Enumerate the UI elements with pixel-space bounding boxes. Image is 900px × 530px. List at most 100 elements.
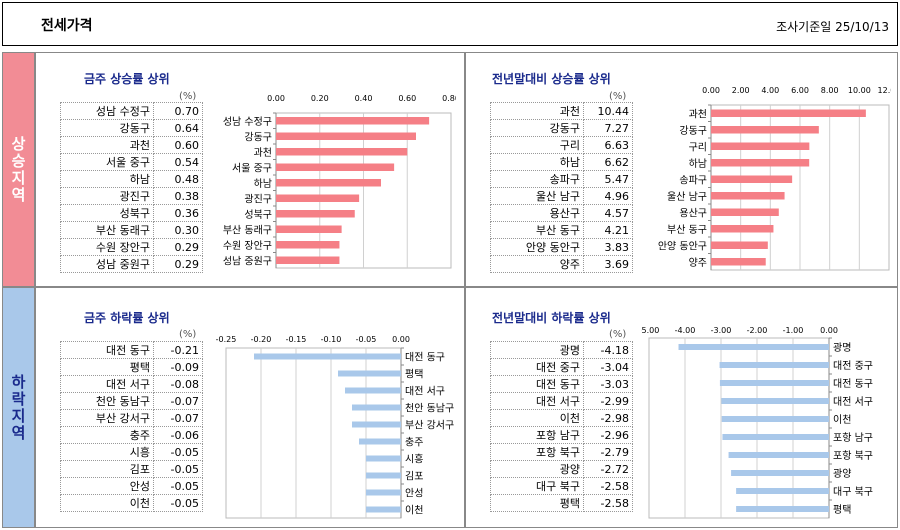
region-name: 대전 중구 (490, 358, 584, 376)
table-row: 광양 -2.72 (490, 460, 633, 478)
category-label: 시흥 (405, 453, 423, 466)
table-row: 부산 동구 4.21 (490, 221, 633, 239)
region-name: 대전 동구 (490, 375, 584, 393)
category-label: 대구 북구 (833, 486, 873, 498)
bar (711, 109, 866, 117)
bar (276, 210, 355, 218)
region-name: 부산 동래구 (60, 221, 154, 239)
bar (719, 362, 829, 368)
rate-value: -2.79 (583, 443, 633, 461)
tick-label: -1.00 (783, 326, 804, 335)
category-label: 부산 강서구 (405, 420, 454, 432)
bar (276, 148, 408, 156)
bar (711, 159, 810, 167)
region-name: 평택 (60, 358, 154, 376)
table-row: 광명 -4.18 (490, 341, 633, 359)
table-row: 과천 0.60 (60, 136, 203, 154)
region-name: 충주 (60, 426, 154, 444)
rate-value: -2.58 (583, 494, 633, 512)
region-name: 부산 강서구 (60, 409, 154, 427)
rate-value: 6.62 (583, 153, 633, 171)
region-name: 천안 동남구 (60, 392, 154, 410)
bar (345, 387, 401, 394)
rate-value: 6.63 (583, 136, 633, 154)
table-row: 평택 -2.58 (490, 494, 633, 512)
category-label: 대전 중구 (833, 360, 873, 372)
panel-title: 전년말대비 상승률 상위 (492, 72, 611, 86)
bar (711, 142, 810, 150)
table-row: 성북구 0.36 (60, 204, 203, 222)
region-name: 광양 (490, 460, 584, 478)
panel-title: 금주 하락률 상위 (84, 311, 170, 325)
rate-value: 0.60 (153, 136, 203, 154)
category-label: 송파구 (679, 174, 707, 186)
bar (276, 132, 416, 140)
table-row: 양주 3.69 (490, 255, 633, 273)
rate-value: 5.47 (583, 170, 633, 188)
category-label: 대전 서구 (833, 396, 873, 408)
table-row: 송파구 5.47 (490, 170, 633, 188)
panel-title: 금주 상승률 상위 (84, 72, 170, 86)
table-row: 대전 서구 -0.08 (60, 375, 203, 393)
table-row: 성남 중원구 0.29 (60, 255, 203, 273)
region-name: 대전 서구 (60, 375, 154, 393)
table-row: 용산구 4.57 (490, 204, 633, 222)
region-name: 구리 (490, 136, 584, 154)
region-name: 서울 중구 (60, 153, 154, 171)
category-label: 포항 북구 (833, 450, 873, 462)
category-label: 하남 (254, 177, 272, 190)
table-row: 포항 북구 -2.79 (490, 443, 633, 461)
unit-label: (%) (179, 91, 197, 102)
rate-value: 0.29 (153, 255, 203, 273)
bar (721, 398, 829, 404)
region-name: 양주 (490, 255, 584, 273)
rate-value: -4.18 (583, 341, 633, 359)
bar (721, 416, 829, 422)
table-row: 부산 강서구 -0.07 (60, 409, 203, 427)
tick-label: 0.40 (355, 94, 373, 103)
table-row: 서울 중구 0.54 (60, 153, 203, 171)
rate-value: 0.48 (153, 170, 203, 188)
region-name: 대구 북구 (490, 477, 584, 495)
rate-value: 0.29 (153, 238, 203, 256)
table-row: 포항 남구 -2.96 (490, 426, 633, 444)
region-name: 용산구 (490, 204, 584, 222)
rank-table: 광명 -4.18 대전 중구 -3.04 대전 동구 -3.03 대전 서구 -2.99 이천 -… (490, 341, 633, 512)
region-name: 과천 (490, 102, 584, 120)
rate-value: -0.06 (153, 426, 203, 444)
rate-value: -2.58 (583, 477, 633, 495)
category-label: 대전 서구 (405, 386, 445, 398)
bar (711, 208, 779, 216)
region-name: 울산 남구 (490, 187, 584, 205)
table-row: 성남 수정구 0.70 (60, 102, 203, 120)
bar (276, 179, 381, 187)
table-row: 대전 동구 -3.03 (490, 375, 633, 393)
rank-table: 성남 수정구 0.70 강동구 0.64 과천 0.60 서울 중구 0.54 하남 0.48 광진… (60, 102, 203, 273)
rate-value: 4.21 (583, 221, 633, 239)
rate-value: 0.70 (153, 102, 203, 120)
unit-label: (%) (609, 329, 627, 340)
region-name: 성남 중원구 (60, 255, 154, 273)
header-bar: 전세가격 조사기준일 25/10/13 (2, 2, 898, 46)
category-label: 광명 (833, 342, 851, 354)
table-row: 강동구 7.27 (490, 119, 633, 137)
bar (276, 225, 342, 233)
region-name: 강동구 (490, 119, 584, 137)
bar (352, 404, 401, 411)
table-row: 부산 동래구 0.30 (60, 221, 203, 239)
panel-weekly-fall: 금주 하락률 상위 (%) 대전 동구 -0.21 평택 -0.09 대전 서구 -0.0… (35, 287, 465, 528)
region-name: 수원 장안구 (60, 238, 154, 256)
rate-value: -2.72 (583, 460, 633, 478)
rate-value: 0.38 (153, 187, 203, 205)
category-label: 양주 (689, 257, 707, 269)
category-label: 수원 장안구 (223, 240, 272, 252)
table-row: 천안 동남구 -0.07 (60, 392, 203, 410)
unit-label: (%) (179, 329, 197, 340)
category-label: 천안 동남구 (405, 403, 454, 415)
tick-label: 10.00 (848, 86, 871, 95)
rate-value: -0.07 (153, 409, 203, 427)
category-label: 서울 중구 (232, 162, 272, 174)
category-label: 부산 동래구 (223, 224, 272, 236)
rank-table: 대전 동구 -0.21 평택 -0.09 대전 서구 -0.08 천안 동남구 -0.07 부산… (60, 341, 203, 512)
